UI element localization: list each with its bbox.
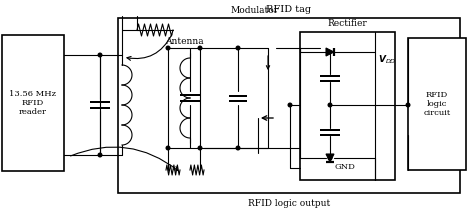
Text: RFID logic output: RFID logic output bbox=[248, 199, 330, 208]
Bar bbox=[300, 32, 395, 180]
Circle shape bbox=[198, 146, 202, 150]
Polygon shape bbox=[326, 48, 334, 56]
Text: Modulator: Modulator bbox=[231, 6, 279, 15]
Circle shape bbox=[166, 46, 170, 50]
Circle shape bbox=[328, 103, 332, 107]
Bar bbox=[408, 38, 466, 170]
Text: GND: GND bbox=[335, 163, 356, 171]
Text: 13.56 MHz
RFID
reader: 13.56 MHz RFID reader bbox=[9, 90, 56, 116]
Circle shape bbox=[406, 103, 410, 107]
Text: Rectifier: Rectifier bbox=[328, 19, 367, 29]
Text: $\bfit{V}$$_{DD}$: $\bfit{V}$$_{DD}$ bbox=[378, 54, 397, 67]
Circle shape bbox=[98, 153, 102, 157]
Circle shape bbox=[288, 103, 292, 107]
Circle shape bbox=[328, 156, 332, 160]
Text: Antenna: Antenna bbox=[164, 37, 203, 46]
Circle shape bbox=[198, 46, 202, 50]
Circle shape bbox=[98, 53, 102, 57]
Circle shape bbox=[166, 146, 170, 150]
Circle shape bbox=[236, 146, 240, 150]
Bar bbox=[118, 18, 460, 193]
Text: RFID tag: RFID tag bbox=[266, 5, 311, 14]
Circle shape bbox=[236, 46, 240, 50]
Polygon shape bbox=[326, 154, 334, 162]
Bar bbox=[2, 35, 64, 171]
Text: RFID
logic
circuit: RFID logic circuit bbox=[423, 91, 451, 117]
